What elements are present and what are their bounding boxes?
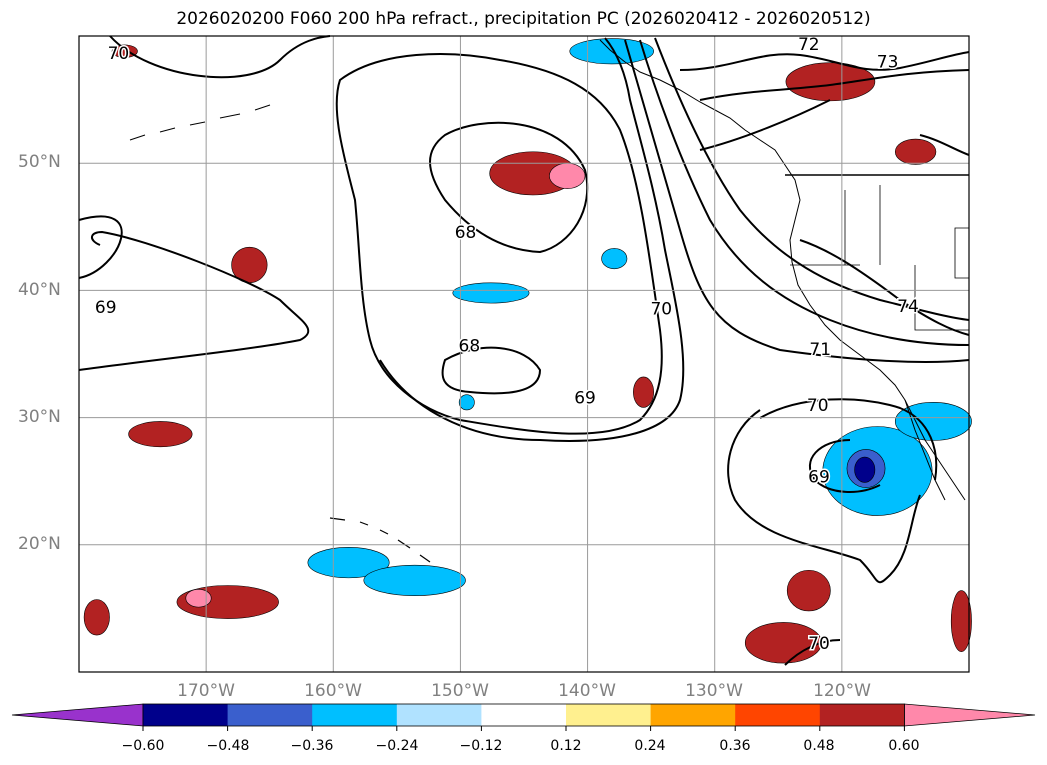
colorbar-outline <box>142 703 905 727</box>
contour-69-east <box>809 439 881 493</box>
precipitation-layer <box>83 38 972 664</box>
precip-region <box>363 564 466 596</box>
map-frame <box>78 35 970 673</box>
precip-region <box>128 421 193 448</box>
lat-tick-30: 30°N <box>18 407 61 427</box>
contour-72-north <box>679 51 970 71</box>
precip-region <box>894 402 972 441</box>
contour-label: 73 <box>877 53 899 73</box>
contour-68-south <box>441 346 542 395</box>
colorbar-tick: −0.24 <box>375 738 419 754</box>
colorbar-tick: −0.12 <box>459 738 503 754</box>
contour-label: 68 <box>455 223 477 243</box>
lon-tick-130w: 130°W <box>685 681 743 701</box>
contour-68-north <box>429 121 589 254</box>
lon-tick-160w: 160°W <box>304 681 362 701</box>
contour-labels: 70 72 73 68 69 70 74 68 71 69 70 69 70 <box>93 33 920 655</box>
contour-label: 70 <box>108 44 130 64</box>
colorbar-segment <box>481 704 567 726</box>
colorbar-tick: −0.60 <box>121 738 165 754</box>
coastline-layer <box>129 39 970 563</box>
contour-70-center <box>379 37 685 442</box>
precip-region <box>111 44 138 58</box>
contour-label: 70 <box>807 396 829 416</box>
contour-69-west <box>78 230 310 371</box>
contour-label: 70 <box>650 299 672 319</box>
contour-label: 69 <box>808 467 830 487</box>
precip-region <box>601 248 628 270</box>
precip-region <box>633 376 654 408</box>
colorbar-tick: −0.36 <box>290 738 334 754</box>
contour-69-left-top <box>78 215 123 279</box>
contour-label: 72 <box>798 35 820 55</box>
contour-lines <box>78 35 970 666</box>
colorbar-segment <box>735 704 821 726</box>
colorbar-tick: −0.48 <box>206 738 250 754</box>
contour-label: 68 <box>459 336 481 356</box>
precip-region <box>185 589 212 608</box>
lon-tick-170w: 170°W <box>177 681 235 701</box>
state-lines <box>790 185 970 331</box>
contour-70-north <box>109 35 331 79</box>
colorbar-segment <box>650 704 736 726</box>
colorbar-tick: 0.60 <box>888 738 920 754</box>
colorbar-tick: 0.24 <box>634 738 666 754</box>
contour-label: 70 <box>808 634 830 654</box>
aleutian-islands <box>129 104 271 141</box>
contour-72 <box>639 39 970 346</box>
hawaii-islands <box>329 517 431 563</box>
contour-73 <box>654 37 970 321</box>
precip-region <box>950 590 972 652</box>
lat-tick-50: 50°N <box>18 152 61 172</box>
colorbar-segment <box>312 704 398 726</box>
colorbar-extend-low <box>11 703 144 727</box>
contour-label: 69 <box>95 298 117 318</box>
colorbar-segment <box>227 704 313 726</box>
contour-71 <box>624 39 970 363</box>
precip-region <box>549 162 586 189</box>
colorbar-tick: 0.48 <box>803 738 835 754</box>
baja-line <box>904 399 946 501</box>
contour-74-north <box>699 99 970 156</box>
lat-tick-40: 40°N <box>18 280 61 300</box>
precip-region <box>458 394 475 411</box>
colorbar-tick: 0.12 <box>550 738 582 754</box>
lat-tick-20: 20°N <box>18 534 61 554</box>
lon-tick-150w: 150°W <box>431 681 489 701</box>
precip-region <box>307 547 390 579</box>
contour-70-east-loop <box>727 409 921 584</box>
contour-label: 74 <box>897 297 919 317</box>
contour-73-north <box>699 69 970 101</box>
colorbar-tick: 0.36 <box>719 738 751 754</box>
contour-70-south <box>784 639 841 666</box>
colorbar-segment <box>143 704 229 726</box>
precip-region <box>786 569 831 612</box>
precip-region <box>452 282 530 304</box>
precip-region <box>894 138 937 165</box>
lon-tick-120w: 120°W <box>813 681 871 701</box>
contour-74 <box>799 239 970 336</box>
contour-70-east <box>759 398 938 481</box>
contour-label: 69 <box>574 389 596 409</box>
west-coast-line <box>599 39 966 501</box>
map-title: 2026020200 F060 200 hPa refract., precip… <box>176 9 871 29</box>
colorbar-segment <box>819 704 905 726</box>
colorbar <box>11 703 1036 731</box>
contour-label: 71 <box>809 340 831 360</box>
colorbar-extend-high <box>904 703 1036 727</box>
colorbar-segment <box>396 704 482 726</box>
colorbar-segment <box>566 704 652 726</box>
lon-tick-140w: 140°W <box>558 681 616 701</box>
precip-region <box>83 599 110 636</box>
contour-69-center <box>335 53 663 435</box>
precip-region <box>854 456 876 483</box>
graticule <box>79 36 969 672</box>
map-background <box>79 36 969 672</box>
